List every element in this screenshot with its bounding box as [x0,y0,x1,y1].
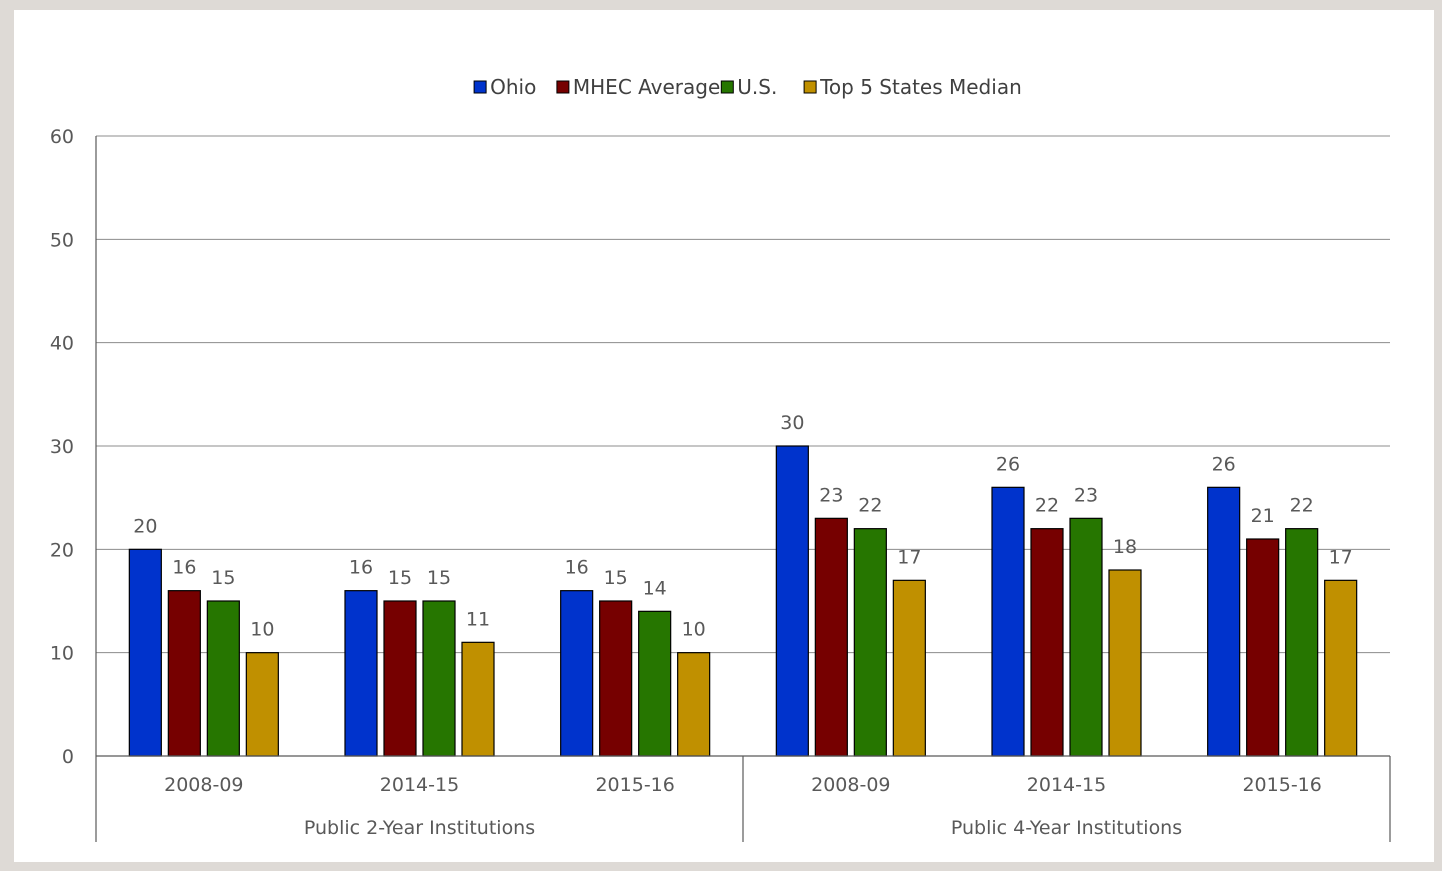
data-label-mhec-average-2: 15 [604,567,628,589]
legend-item-mhec-average: MHEC Average [556,75,720,99]
data-label-top-5-states-median-4: 18 [1113,536,1137,558]
legend-label: U.S. [737,75,777,99]
data-label-ohio-3: 30 [780,412,804,434]
data-label-top-5-states-median-3: 17 [897,546,921,568]
data-label-mhec-average-5: 21 [1251,505,1275,527]
bar-ohio-1 [344,590,378,757]
legend-label: MHEC Average [573,75,720,99]
bar-u-s-3 [853,528,887,757]
y-tick-label: 50 [50,229,74,251]
legend-item-ohio: Ohio [473,75,536,99]
data-label-top-5-states-median-0: 10 [250,619,274,641]
bar-u-s-2 [638,610,672,757]
bar-ohio-5 [1207,486,1241,757]
bar-mhec-average-3 [814,517,848,757]
y-tick-label: 10 [50,643,74,665]
group-label: Public 2-Year Institutions [304,817,535,839]
x-tick-label: 2008-09 [811,774,890,796]
data-label-u-s-0: 15 [211,567,235,589]
legend-swatch [803,80,817,94]
data-label-u-s-2: 14 [643,577,667,599]
bar-ohio-4 [991,486,1025,757]
x-tick-label: 2014-15 [380,774,459,796]
bar-mhec-average-4 [1030,528,1064,757]
bar-mhec-average-5 [1246,538,1280,757]
legend-swatch [720,80,734,94]
bar-mhec-average-1 [383,600,417,757]
data-label-ohio-5: 26 [1212,453,1236,475]
legend: Ohio MHEC Average U.S. Top 5 States Median [473,75,1022,99]
legend-label: Ohio [490,75,536,99]
x-tick-label: 2015-16 [1242,774,1321,796]
bar-ohio-2 [560,590,594,757]
y-tick-label: 40 [50,333,74,355]
data-label-top-5-states-median-2: 10 [682,619,706,641]
bar-top-5-states-median-1 [461,641,495,757]
data-label-u-s-1: 15 [427,567,451,589]
data-label-top-5-states-median-1: 11 [466,608,490,630]
data-label-ohio-1: 16 [349,557,373,579]
data-label-ohio-4: 26 [996,453,1020,475]
y-tick-label: 20 [50,539,74,561]
data-label-u-s-4: 23 [1074,484,1098,506]
data-labels: 20 16 16 30 26 26 16 15 15 23 22 21 15 15 14 22 23 22 10 11… [133,412,1353,641]
bar-u-s-4 [1069,517,1103,757]
group-label: Public 4-Year Institutions [951,817,1182,839]
data-label-ohio-2: 16 [565,557,589,579]
data-label-u-s-3: 22 [858,495,882,517]
gridlines [96,135,1390,654]
bars [128,445,1358,757]
data-label-ohio-0: 20 [133,515,157,537]
y-tick-label: 30 [50,436,74,458]
x-axis: 2008-09 2014-15 2015-16 2008-09 2014-15 2015-… [95,136,1391,842]
bar-u-s-5 [1285,528,1319,757]
bar-top-5-states-median-4 [1108,569,1142,757]
bar-ohio-0 [128,548,162,757]
legend-item-top-5-states-median: Top 5 States Median [803,75,1022,99]
bar-top-5-states-median-0 [245,652,279,757]
legend-swatch [556,80,570,94]
chart-frame: Ohio MHEC Average U.S. Top 5 States Median … [14,10,1434,862]
bar-u-s-0 [206,600,240,757]
y-tick-label: 60 [50,126,74,148]
bar-top-5-states-median-3 [892,579,926,757]
bar-u-s-1 [422,600,456,757]
bar-mhec-average-0 [167,590,201,757]
x-tick-label: 2014-15 [1027,774,1106,796]
bar-top-5-states-median-5 [1324,579,1358,757]
bar-chart: Ohio MHEC Average U.S. Top 5 States Median … [50,75,1391,842]
bar-mhec-average-2 [599,600,633,757]
bar-ohio-3 [775,445,809,757]
data-label-mhec-average-1: 15 [388,567,412,589]
legend-item-u-s: U.S. [720,75,777,99]
data-label-mhec-average-3: 23 [819,484,843,506]
bar-top-5-states-median-2 [677,652,711,757]
y-tick-label: 0 [62,746,74,768]
data-label-mhec-average-0: 16 [172,557,196,579]
x-tick-label: 2008-09 [164,774,243,796]
y-axis-ticks: 0 10 20 30 40 50 60 [50,126,74,768]
data-label-top-5-states-median-5: 17 [1329,546,1353,568]
data-label-mhec-average-4: 22 [1035,495,1059,517]
legend-label: Top 5 States Median [819,75,1022,99]
legend-swatch [473,80,487,94]
data-label-u-s-5: 22 [1290,495,1314,517]
x-tick-label: 2015-16 [595,774,674,796]
